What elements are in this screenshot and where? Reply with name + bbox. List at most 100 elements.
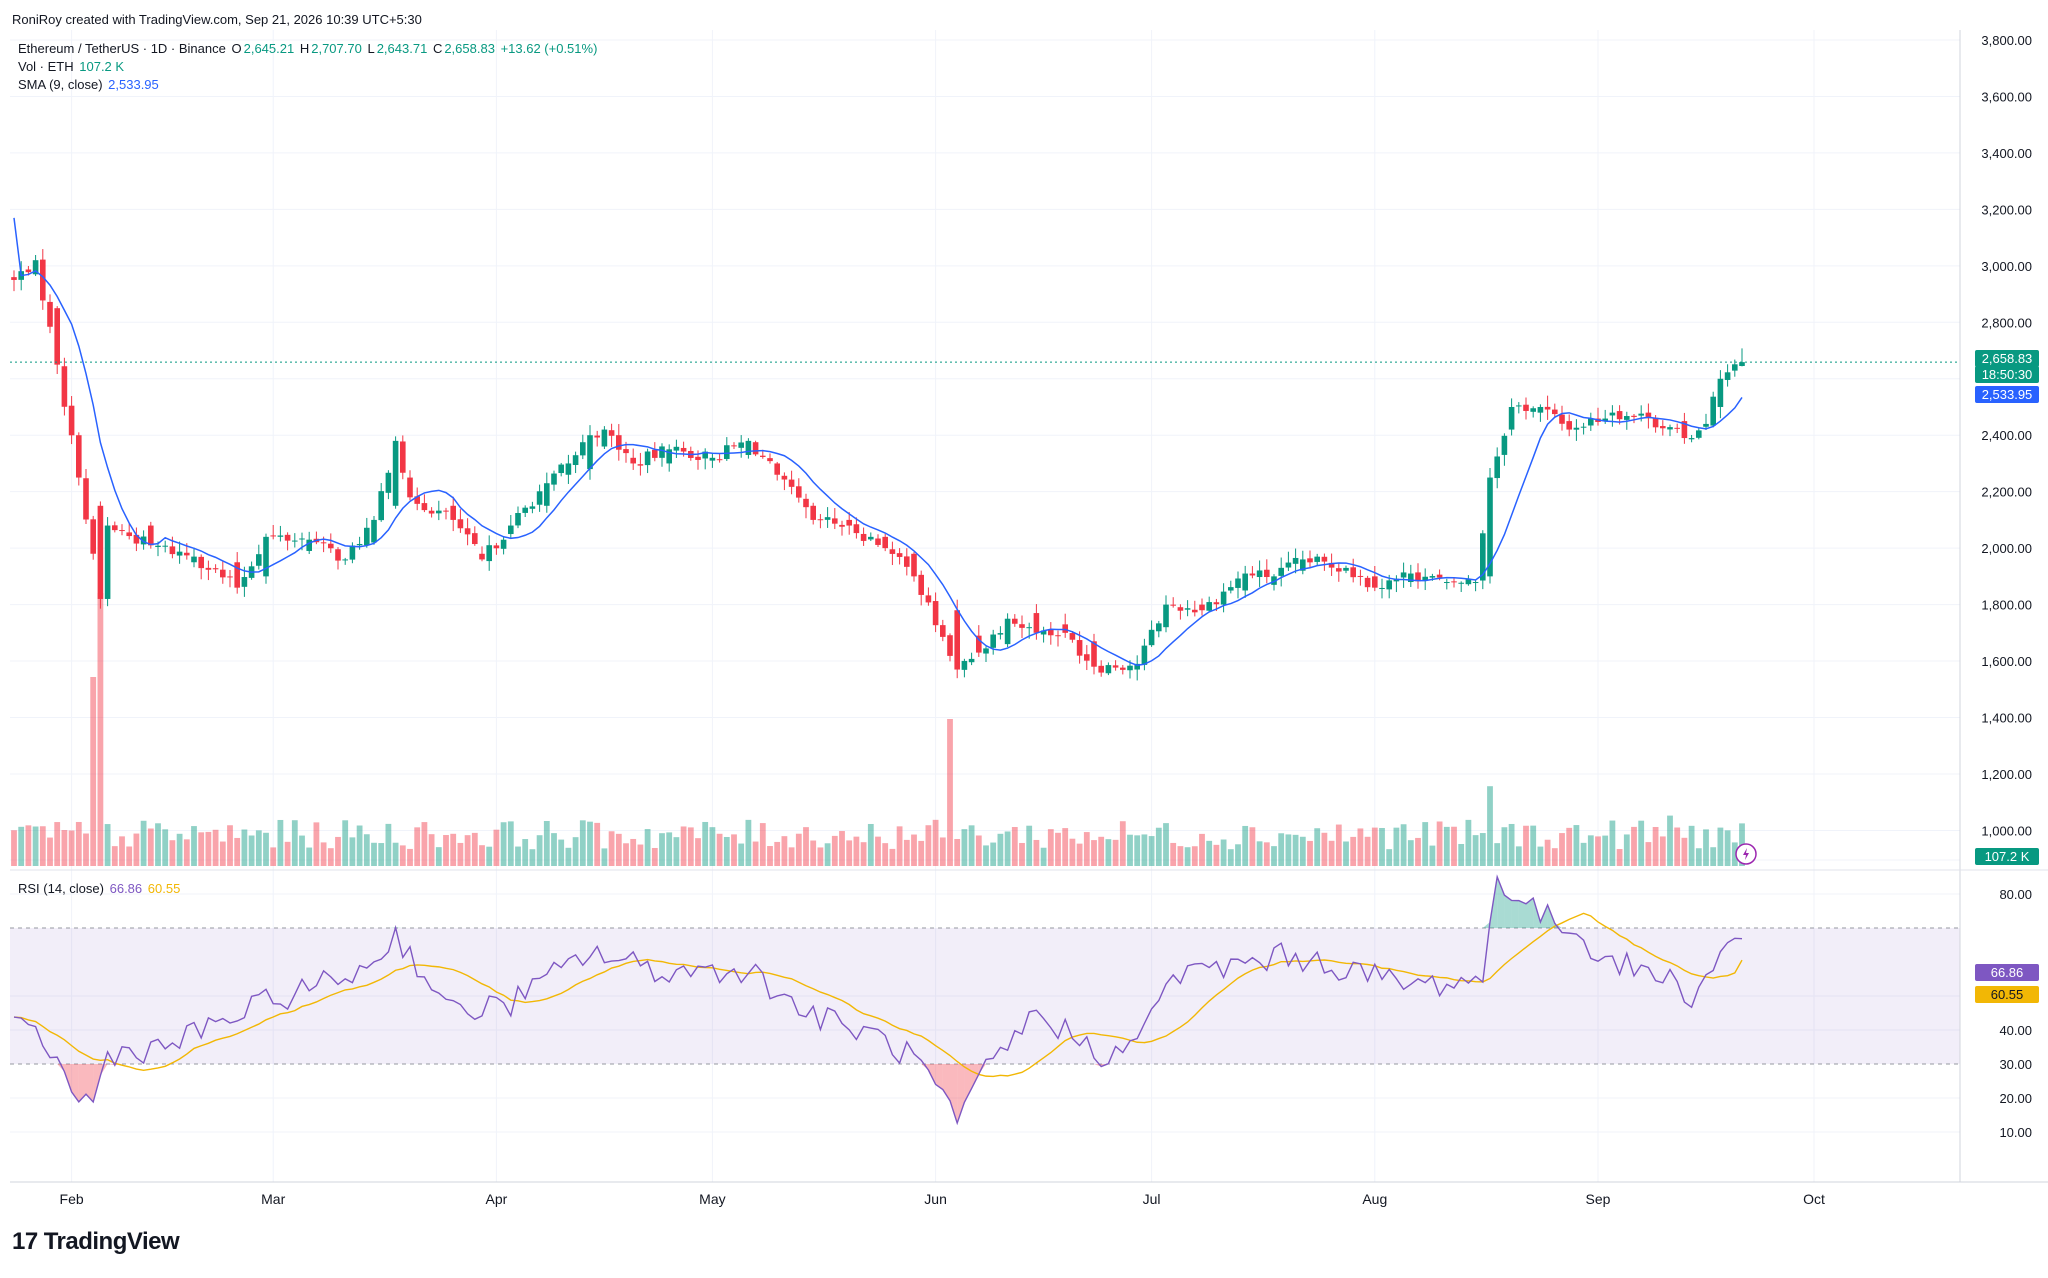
candle-body: [774, 463, 780, 475]
volume-bar: [860, 842, 867, 866]
volume-bar: [1422, 822, 1429, 866]
candle-body: [1256, 570, 1263, 578]
candle-body: [493, 545, 500, 549]
candle-body: [1710, 396, 1716, 426]
candle-body: [464, 528, 471, 535]
volume-bar: [601, 848, 608, 866]
volume-bar: [414, 827, 421, 866]
volume-bar: [1724, 830, 1731, 866]
candle-body: [601, 429, 608, 447]
candle-body: [90, 519, 96, 554]
candle-body: [1120, 667, 1126, 670]
candle-body: [1602, 418, 1608, 421]
candle-body: [1444, 582, 1450, 584]
price-tick-label: 2,200.00: [1981, 485, 2032, 500]
volume-bar: [349, 837, 356, 866]
volume-bar: [1386, 849, 1393, 866]
volume-bar: [1033, 839, 1040, 866]
volume-bar: [666, 832, 673, 866]
candle-body: [1364, 577, 1371, 588]
volume-bar: [1494, 843, 1501, 866]
volume-bar: [1307, 840, 1313, 866]
candle-body: [1156, 623, 1162, 632]
candle-body: [1271, 576, 1277, 585]
volume-bar: [1328, 840, 1335, 866]
candle-body: [1321, 556, 1328, 562]
candle-body: [644, 451, 651, 466]
symbol-name[interactable]: Ethereum / TetherUS · 1D · Binance: [18, 41, 226, 56]
candle-body: [1717, 378, 1724, 407]
volume-bar: [1148, 836, 1155, 866]
volume-bar: [738, 843, 745, 866]
volume-label[interactable]: Vol · ETH: [18, 59, 74, 74]
candle-body: [479, 553, 485, 560]
volume-bar: [1119, 821, 1126, 866]
volume-bar: [111, 846, 118, 866]
volume-bar: [875, 836, 881, 866]
candle-body: [889, 549, 896, 554]
candle-body: [724, 445, 730, 459]
volume-bar: [1609, 820, 1616, 866]
volume-bar: [1659, 836, 1666, 866]
volume-bar: [939, 837, 946, 866]
candle-body: [1177, 607, 1184, 611]
sma-label[interactable]: SMA (9, close): [18, 77, 103, 92]
candle-body: [508, 525, 514, 535]
candle-body: [25, 269, 32, 273]
volume-bar: [313, 822, 320, 866]
volume-bar: [75, 821, 82, 866]
candle-body: [824, 517, 831, 520]
tradingview-brand[interactable]: 17 TradingView: [12, 1228, 180, 1256]
volume-bar: [817, 847, 824, 866]
candle-body: [1343, 567, 1349, 571]
volume-bar: [155, 823, 161, 866]
candle-body: [378, 491, 384, 521]
candle-body: [659, 446, 665, 458]
time-tick-label: May: [699, 1191, 725, 1207]
rsi-panel: [10, 874, 1960, 1126]
candle-body: [1530, 408, 1536, 412]
candle-body: [925, 595, 932, 603]
volume-bar: [1083, 832, 1090, 866]
volume-bar: [1436, 821, 1443, 866]
rsi-label[interactable]: RSI (14, close): [18, 881, 104, 896]
candle-body: [839, 524, 845, 527]
rsi-overbought-fill: [1554, 923, 1562, 928]
volume-bar: [723, 836, 730, 866]
price-tick-label: 1,600.00: [1981, 654, 2032, 669]
price-tick-label: 1,200.00: [1981, 767, 2032, 782]
volume-bar: [1638, 820, 1645, 866]
candle-body: [472, 533, 478, 545]
candle-body: [846, 519, 852, 526]
candle-body: [68, 405, 75, 436]
volume-bar: [803, 827, 809, 866]
volume-bar: [1631, 826, 1637, 866]
volume-bar: [500, 822, 507, 866]
volume-bar: [464, 835, 471, 866]
candle-body: [1681, 421, 1688, 439]
volume-bar: [551, 833, 557, 866]
rsi-overbought-fill: [1518, 900, 1526, 928]
volume-bar: [615, 833, 622, 866]
volume-bar: [1667, 815, 1673, 866]
volume-bar: [1314, 828, 1321, 866]
candle-body: [702, 451, 708, 459]
volume-bar: [11, 830, 17, 866]
rsi-overbought-fill: [1482, 921, 1490, 928]
candle-body: [335, 549, 341, 561]
candle-body: [436, 510, 442, 514]
volume-bar: [61, 830, 68, 866]
volume-bar: [479, 845, 485, 866]
candle-body: [371, 519, 377, 543]
volume-bar: [162, 829, 169, 866]
volume-bar: [54, 822, 61, 866]
candle-body: [428, 510, 435, 514]
candle-body: [551, 473, 557, 485]
candle-body: [1314, 556, 1320, 562]
volume-bar: [867, 823, 874, 866]
candle-body: [342, 559, 348, 561]
candle-body: [1141, 645, 1148, 665]
volume-bar: [1263, 842, 1270, 866]
candle-body: [1328, 562, 1335, 568]
